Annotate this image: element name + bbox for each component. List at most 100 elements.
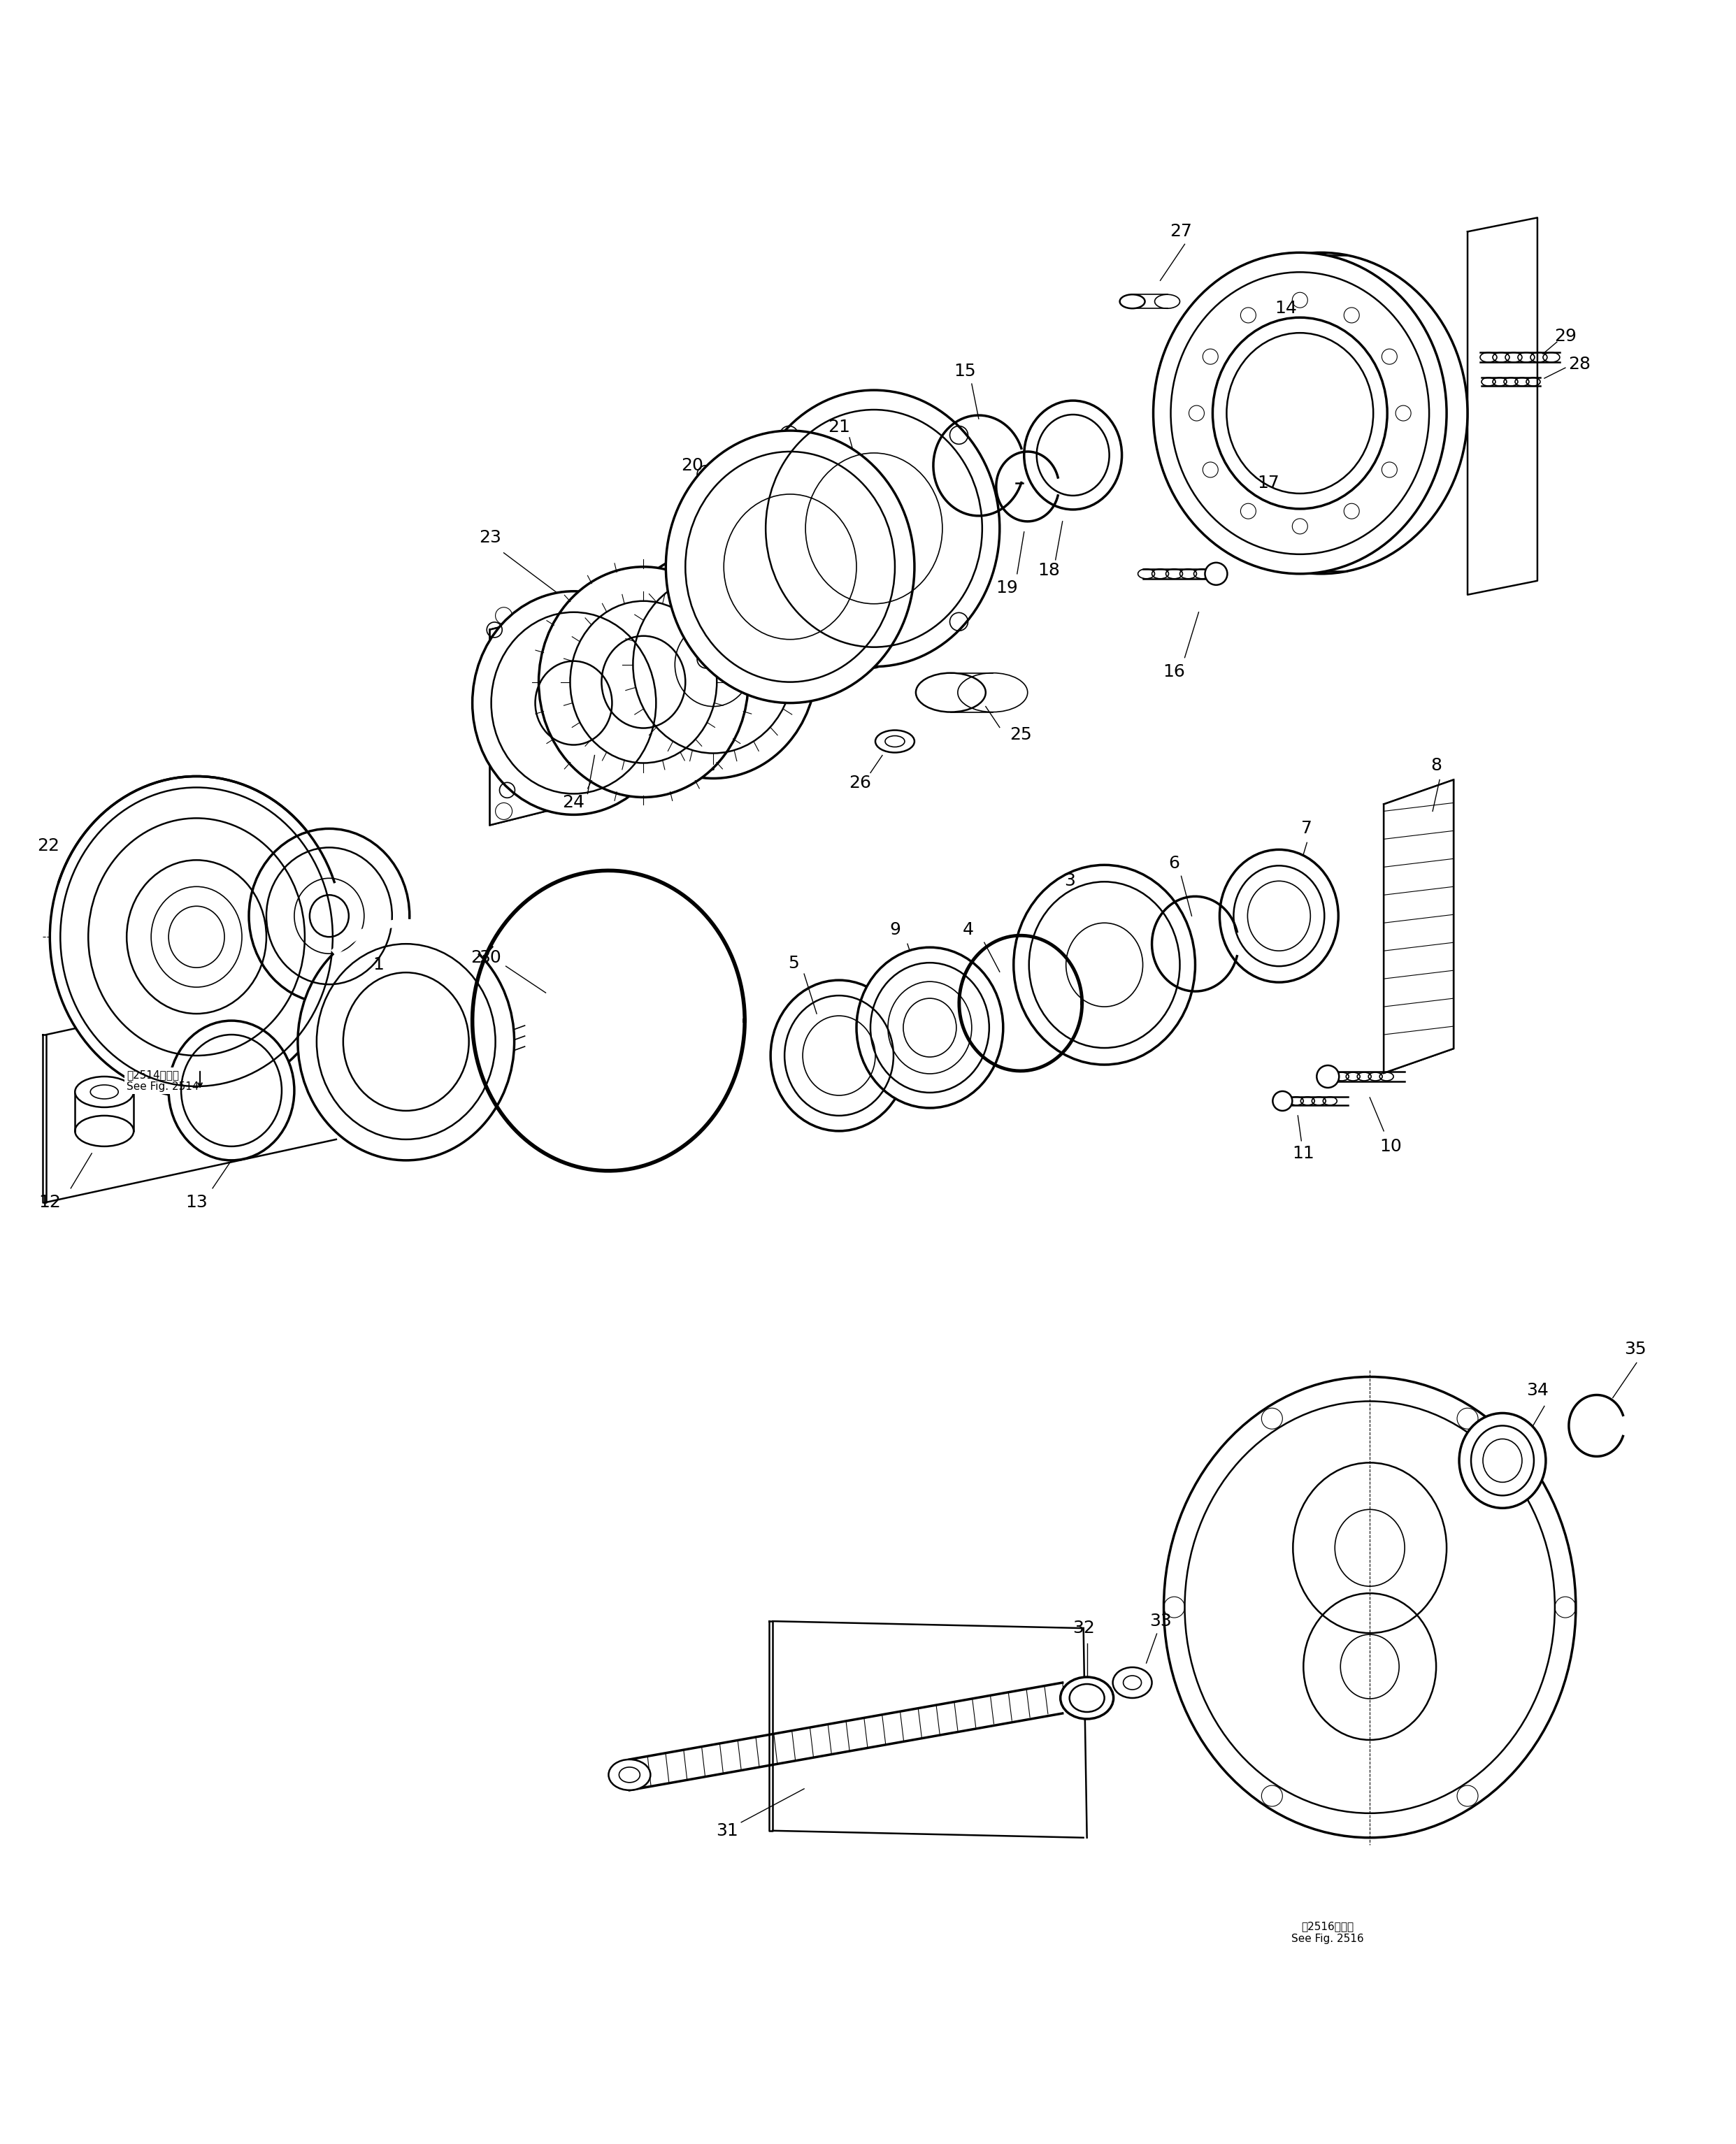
- Ellipse shape: [50, 776, 344, 1098]
- Ellipse shape: [856, 948, 1003, 1108]
- Circle shape: [1241, 307, 1255, 324]
- Circle shape: [1292, 519, 1307, 534]
- Text: 23: 23: [479, 530, 502, 547]
- Text: 10: 10: [1380, 1138, 1403, 1156]
- Circle shape: [1203, 349, 1219, 364]
- Text: 21: 21: [828, 418, 851, 435]
- Text: 4: 4: [963, 922, 974, 939]
- Ellipse shape: [1120, 294, 1146, 309]
- Text: 6: 6: [1168, 855, 1180, 873]
- Ellipse shape: [609, 551, 816, 778]
- Circle shape: [1080, 495, 1092, 506]
- Text: 第2516図参照
See Fig. 2516: 第2516図参照 See Fig. 2516: [1292, 1921, 1364, 1945]
- Text: 31: 31: [717, 1822, 738, 1840]
- Circle shape: [1295, 858, 1307, 870]
- Circle shape: [1238, 866, 1252, 879]
- Text: 3: 3: [1064, 873, 1075, 890]
- Circle shape: [1222, 926, 1234, 939]
- Text: 30: 30: [479, 950, 502, 967]
- Circle shape: [1382, 349, 1397, 364]
- Circle shape: [1222, 894, 1234, 907]
- Circle shape: [1526, 1430, 1536, 1439]
- Text: 13: 13: [186, 1194, 208, 1211]
- Ellipse shape: [1113, 1668, 1153, 1698]
- Text: 15: 15: [953, 362, 976, 379]
- Ellipse shape: [1460, 1413, 1545, 1507]
- Circle shape: [1205, 562, 1227, 585]
- Ellipse shape: [1153, 253, 1446, 575]
- Circle shape: [1503, 1415, 1514, 1426]
- Text: 28: 28: [1568, 356, 1590, 373]
- Circle shape: [1024, 450, 1036, 461]
- Ellipse shape: [248, 828, 410, 1003]
- Circle shape: [1396, 405, 1411, 420]
- Circle shape: [1526, 1482, 1536, 1492]
- Text: 第2514図参照
See Fig. 2514: 第2514図参照 See Fig. 2514: [127, 1070, 200, 1091]
- Circle shape: [1241, 504, 1255, 519]
- Ellipse shape: [75, 1076, 134, 1106]
- Ellipse shape: [538, 566, 748, 798]
- Circle shape: [1241, 504, 1255, 519]
- Circle shape: [1344, 504, 1359, 519]
- Circle shape: [1318, 941, 1330, 954]
- Circle shape: [1272, 1091, 1292, 1111]
- Ellipse shape: [1213, 317, 1387, 508]
- Ellipse shape: [771, 980, 908, 1132]
- Text: 14: 14: [1274, 300, 1297, 317]
- Polygon shape: [1224, 497, 1307, 553]
- Text: 7: 7: [1302, 821, 1312, 836]
- Circle shape: [1382, 463, 1397, 478]
- Text: 25: 25: [1010, 727, 1031, 742]
- Circle shape: [1292, 519, 1307, 534]
- Circle shape: [1109, 450, 1121, 461]
- Circle shape: [1238, 954, 1252, 967]
- Circle shape: [1189, 405, 1205, 420]
- Text: 29: 29: [1554, 328, 1576, 345]
- Polygon shape: [490, 575, 713, 825]
- Circle shape: [1463, 1441, 1472, 1451]
- Text: 8: 8: [1430, 757, 1441, 774]
- Text: 27: 27: [1170, 223, 1193, 240]
- Text: 35: 35: [1625, 1340, 1646, 1357]
- Ellipse shape: [1061, 1677, 1113, 1719]
- Text: 2: 2: [470, 950, 481, 967]
- Circle shape: [1189, 405, 1205, 420]
- Ellipse shape: [875, 731, 915, 753]
- Circle shape: [1203, 349, 1219, 364]
- Circle shape: [1054, 405, 1066, 416]
- Circle shape: [1479, 1492, 1489, 1501]
- Text: 16: 16: [1163, 662, 1186, 680]
- Circle shape: [1033, 422, 1043, 433]
- Ellipse shape: [1014, 864, 1194, 1066]
- Ellipse shape: [667, 431, 915, 703]
- Text: 19: 19: [995, 579, 1017, 596]
- Circle shape: [1241, 307, 1255, 324]
- Circle shape: [1344, 504, 1359, 519]
- Text: 5: 5: [788, 954, 799, 971]
- Text: 18: 18: [1038, 562, 1059, 579]
- Circle shape: [1503, 1497, 1514, 1505]
- Circle shape: [1396, 405, 1411, 420]
- Text: 17: 17: [1257, 474, 1279, 491]
- Circle shape: [1325, 909, 1338, 922]
- Circle shape: [1382, 349, 1397, 364]
- Text: 24: 24: [562, 795, 585, 810]
- Circle shape: [1266, 853, 1278, 864]
- Circle shape: [1203, 463, 1219, 478]
- Ellipse shape: [299, 922, 514, 1160]
- Ellipse shape: [1163, 1376, 1576, 1837]
- Circle shape: [1344, 307, 1359, 324]
- Circle shape: [1316, 1066, 1338, 1087]
- Ellipse shape: [748, 390, 1000, 667]
- Ellipse shape: [917, 673, 986, 712]
- Ellipse shape: [1024, 401, 1121, 510]
- Ellipse shape: [1220, 849, 1338, 982]
- Circle shape: [1203, 463, 1219, 478]
- Circle shape: [1479, 1419, 1489, 1430]
- Circle shape: [1344, 307, 1359, 324]
- Circle shape: [1266, 967, 1278, 980]
- Circle shape: [1102, 478, 1113, 489]
- Text: 34: 34: [1526, 1383, 1549, 1400]
- Circle shape: [1382, 463, 1397, 478]
- Circle shape: [1295, 963, 1307, 976]
